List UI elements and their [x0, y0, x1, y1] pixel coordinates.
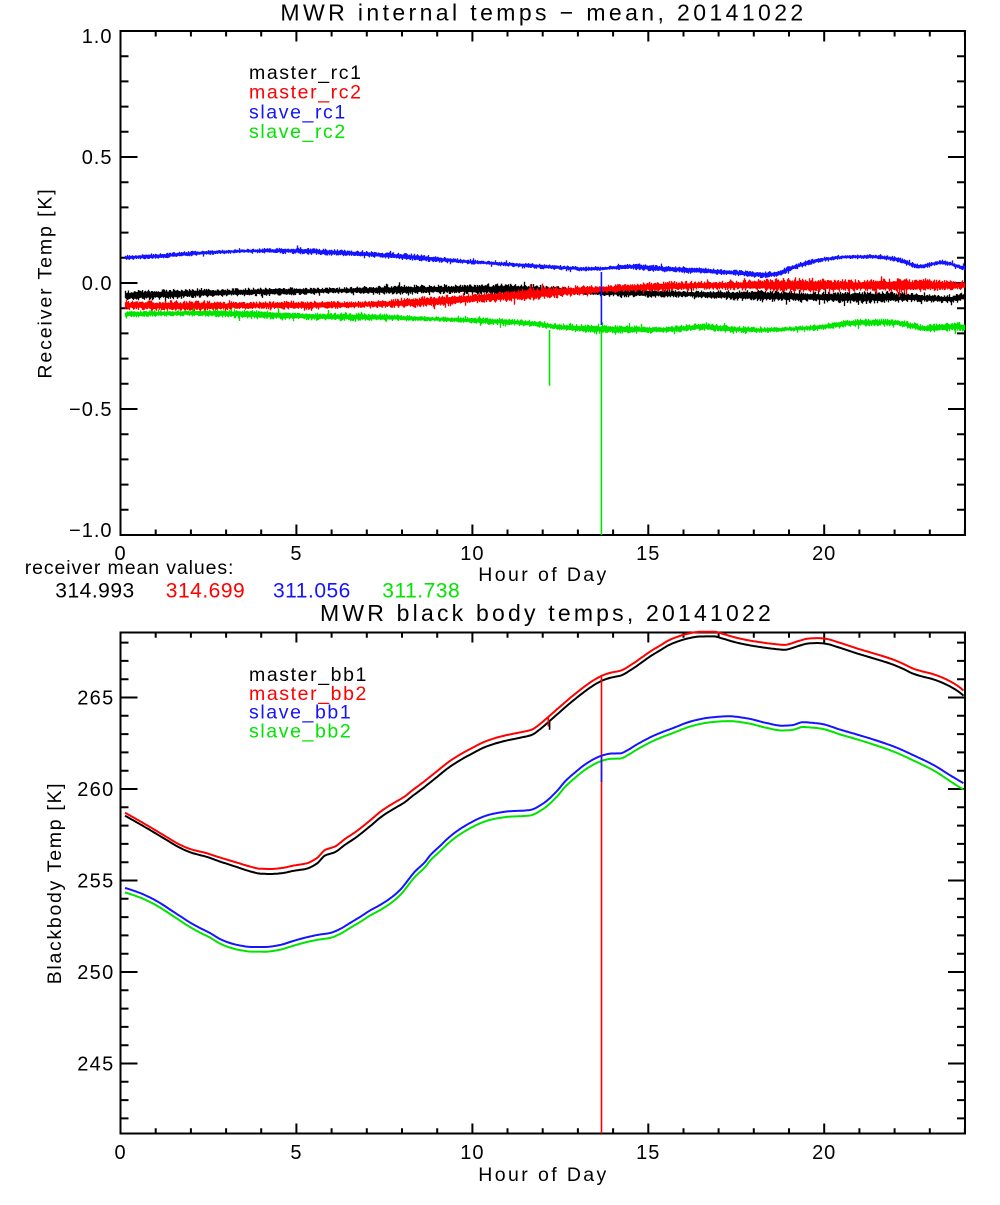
- svg-text:receiver mean values:: receiver mean values:: [25, 557, 235, 579]
- svg-text:15: 15: [636, 1142, 660, 1164]
- svg-text:master_bb2: master_bb2: [249, 683, 368, 705]
- svg-text:Hour of Day: Hour of Day: [478, 1164, 608, 1186]
- svg-text:master_bb1: master_bb1: [249, 664, 368, 686]
- svg-text:MWR black body temps, 20141022: MWR black body temps, 20141022: [320, 600, 774, 626]
- svg-text:0.0: 0.0: [82, 273, 113, 295]
- svg-text:slave_rc2: slave_rc2: [249, 121, 347, 143]
- svg-text:slave_bb2: slave_bb2: [249, 720, 352, 742]
- svg-text:slave_rc1: slave_rc1: [249, 101, 347, 123]
- svg-text:10: 10: [460, 1142, 484, 1164]
- svg-text:20: 20: [812, 543, 836, 565]
- svg-text:0: 0: [114, 1142, 126, 1164]
- svg-text:311.056: 311.056: [273, 580, 351, 603]
- svg-text:314.993: 314.993: [55, 580, 134, 603]
- svg-text:20: 20: [812, 1142, 836, 1164]
- svg-text:255: 255: [77, 871, 114, 893]
- svg-text:265: 265: [77, 688, 114, 710]
- svg-text:15: 15: [636, 543, 660, 565]
- svg-text:250: 250: [77, 962, 114, 984]
- svg-text:260: 260: [77, 779, 114, 801]
- svg-text:master_rc1: master_rc1: [249, 62, 363, 84]
- svg-text:5: 5: [290, 1142, 302, 1164]
- svg-text:311.738: 311.738: [382, 580, 460, 603]
- svg-text:MWR internal temps − mean, 201: MWR internal temps − mean, 20141022: [280, 0, 806, 26]
- svg-text:314.699: 314.699: [166, 580, 245, 603]
- svg-text:Blackbody Temp [K]: Blackbody Temp [K]: [44, 782, 66, 985]
- svg-text:245: 245: [77, 1054, 114, 1076]
- svg-text:Receiver Temp [K]: Receiver Temp [K]: [35, 187, 57, 378]
- svg-text:Hour of Day: Hour of Day: [478, 564, 608, 586]
- svg-text:0.5: 0.5: [82, 147, 113, 169]
- svg-text:master_rc2: master_rc2: [249, 82, 363, 104]
- svg-text:−0.5: −0.5: [69, 399, 112, 421]
- svg-text:0: 0: [114, 543, 126, 565]
- svg-text:1.0: 1.0: [82, 26, 113, 48]
- svg-text:−1.0: −1.0: [69, 520, 112, 542]
- svg-text:slave_bb1: slave_bb1: [249, 702, 352, 724]
- svg-text:10: 10: [460, 543, 484, 565]
- svg-text:5: 5: [290, 543, 302, 565]
